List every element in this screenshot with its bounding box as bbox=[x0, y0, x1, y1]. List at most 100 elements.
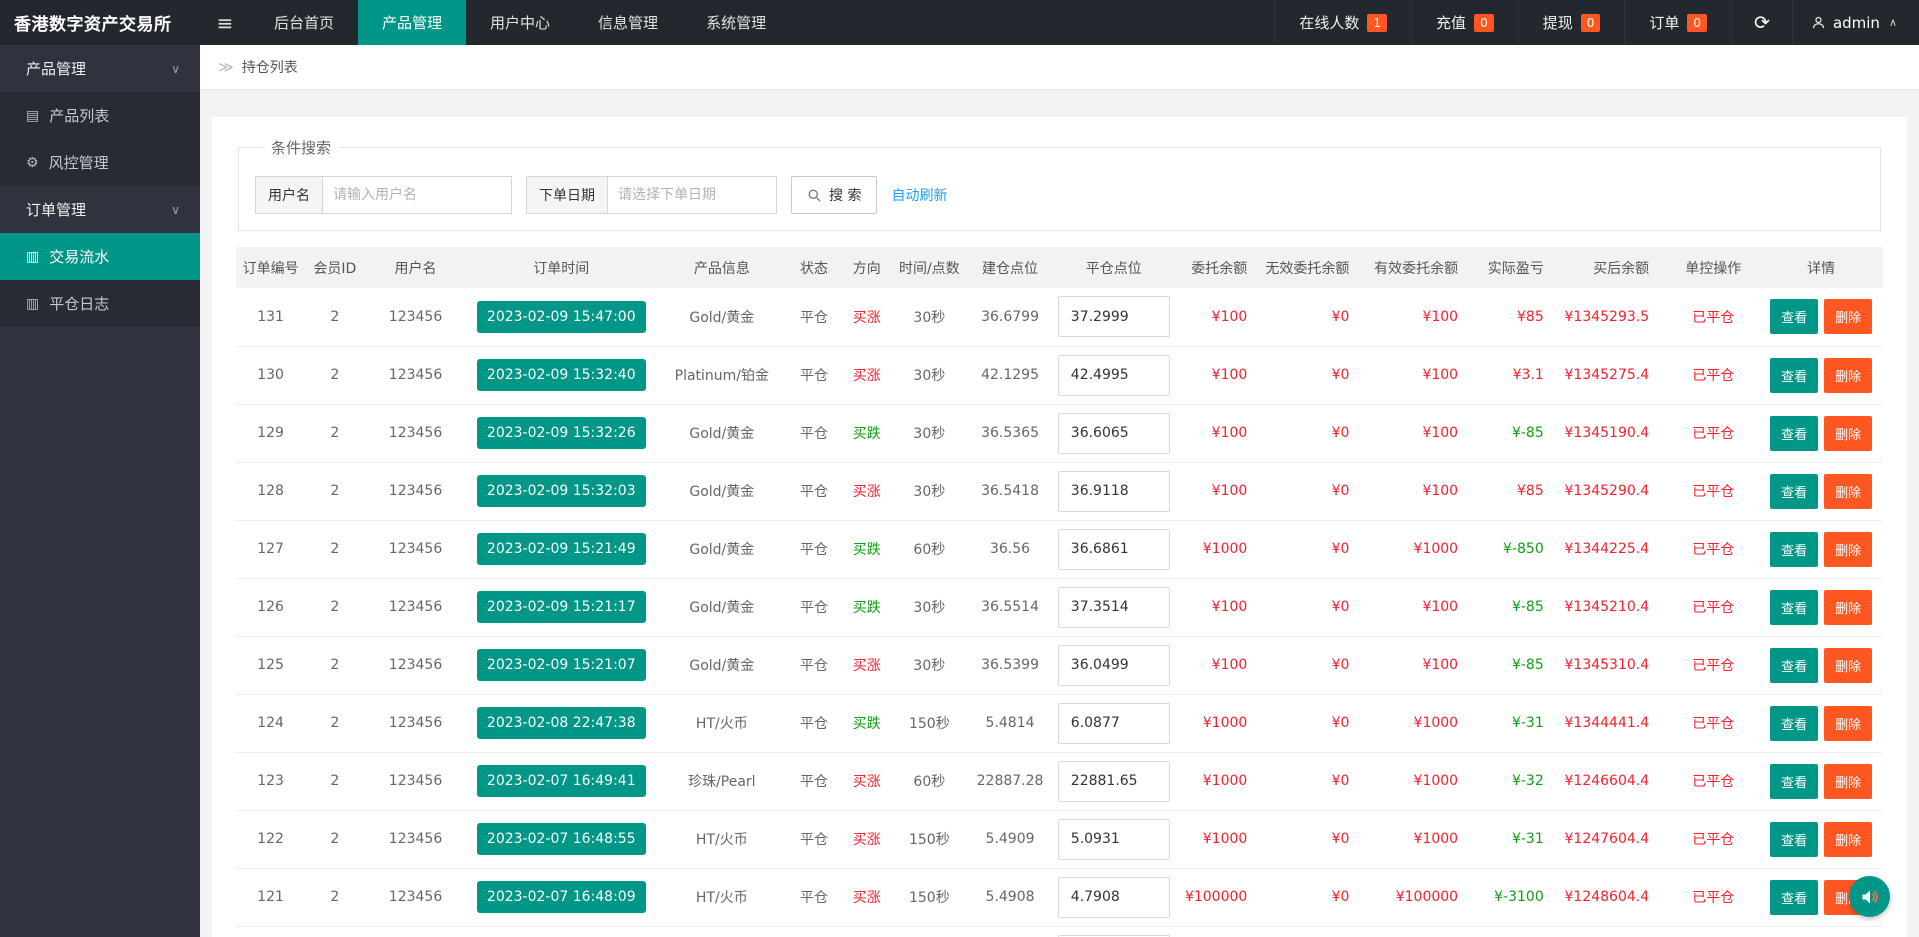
control-cell: 已平仓 bbox=[1667, 520, 1760, 579]
order-id-cell: 130 bbox=[236, 346, 306, 405]
sidebar-item-1-0[interactable]: ▥ 交易流水 bbox=[0, 233, 200, 280]
delete-button[interactable]: 删除 bbox=[1824, 357, 1873, 393]
auto-refresh-link[interactable]: 自动刷新 bbox=[891, 188, 948, 204]
order-id-cell: 123 bbox=[236, 752, 306, 811]
user-menu[interactable]: admin ∧ bbox=[1791, 0, 1919, 45]
close-point-input[interactable] bbox=[1057, 528, 1170, 570]
floating-announce-button[interactable] bbox=[1849, 876, 1890, 917]
duration-cell: 150秒 bbox=[893, 868, 966, 927]
nav-item-3[interactable]: 信息管理 bbox=[598, 14, 659, 32]
nav-item-2[interactable]: 用户中心 bbox=[490, 14, 551, 32]
actions-cell: 查看删除 bbox=[1759, 810, 1883, 869]
order-id-cell: 121 bbox=[236, 868, 306, 927]
close-point-input[interactable] bbox=[1057, 296, 1170, 338]
close-point-input[interactable] bbox=[1057, 702, 1170, 744]
chevron-down-icon: ∨ bbox=[171, 202, 180, 217]
username-cell: 123456 bbox=[364, 346, 467, 405]
username-input[interactable] bbox=[322, 176, 512, 214]
close-point-input[interactable] bbox=[1057, 876, 1170, 918]
table-row: 124 2 123456 2023-02-08 22:47:38 HT/火币 平仓 买跌 15… bbox=[236, 694, 1883, 753]
duration-cell: 150秒 bbox=[893, 694, 966, 753]
close-point-input[interactable] bbox=[1057, 818, 1170, 860]
view-button[interactable]: 查看 bbox=[1770, 705, 1819, 741]
product-cell: Gold/黄金 bbox=[655, 520, 788, 579]
nav-stat-2[interactable]: 提现 0 bbox=[1517, 0, 1625, 45]
nav-stat-3[interactable]: 订单 0 bbox=[1624, 0, 1731, 45]
delete-button[interactable]: 删除 bbox=[1824, 473, 1873, 509]
delete-button[interactable]: 删除 bbox=[1824, 531, 1873, 567]
sidebar-item-label: 交易流水 bbox=[49, 248, 110, 266]
username-cell: 123456 bbox=[364, 520, 467, 579]
order-date-input[interactable] bbox=[607, 176, 777, 214]
invalid-entrust-cell: ¥0 bbox=[1265, 288, 1368, 347]
refresh-icon[interactable]: ⟳ bbox=[1731, 0, 1792, 45]
sidebar-item-0-1[interactable]: ⚙ 风控管理 bbox=[0, 139, 200, 186]
delete-button[interactable]: 删除 bbox=[1824, 415, 1873, 451]
direction-cell: 买跌 bbox=[840, 404, 894, 463]
view-button[interactable]: 查看 bbox=[1770, 763, 1819, 799]
close-point-input[interactable] bbox=[1057, 354, 1170, 396]
invalid-entrust-cell: ¥0 bbox=[1265, 462, 1368, 521]
nav-stat-label: 订单 bbox=[1649, 14, 1680, 32]
username-cell: 123456 bbox=[364, 288, 467, 347]
product-cell: Gold/黄金 bbox=[655, 636, 788, 695]
close-point-input[interactable] bbox=[1057, 760, 1170, 802]
duration-cell: 30秒 bbox=[893, 404, 966, 463]
sidebar-group-1[interactable]: 订单管理 ∨ bbox=[0, 186, 200, 233]
view-button[interactable]: 查看 bbox=[1770, 299, 1819, 335]
nav-item-4[interactable]: 系统管理 bbox=[706, 14, 767, 32]
open-point-cell: 36.5399 bbox=[965, 636, 1055, 695]
breadcrumb: ≫ 持仓列表 bbox=[200, 45, 1919, 90]
close-point-input[interactable] bbox=[1057, 412, 1170, 454]
nav-stat-0[interactable]: 在线人数 1 bbox=[1274, 0, 1411, 45]
col-header-0: 订单编号 bbox=[236, 247, 306, 288]
order-time-cell: 2023-02-09 15:32:26 bbox=[466, 404, 656, 463]
open-point-cell: 42.1295 bbox=[965, 346, 1055, 405]
view-button[interactable]: 查看 bbox=[1770, 473, 1819, 509]
delete-button[interactable]: 删除 bbox=[1824, 647, 1873, 683]
view-button[interactable]: 查看 bbox=[1770, 821, 1819, 857]
product-cell: HT/火币 bbox=[655, 926, 788, 937]
view-button[interactable]: 查看 bbox=[1770, 647, 1819, 683]
hamburger-icon[interactable]: ≡ bbox=[216, 10, 234, 35]
order-time-badge: 2023-02-07 16:49:41 bbox=[476, 765, 646, 797]
member-id-cell: 2 bbox=[305, 578, 365, 637]
valid-entrust-cell: ¥1000 bbox=[1367, 752, 1477, 811]
entrust-cell: ¥1000 bbox=[1173, 752, 1266, 811]
view-button[interactable]: 查看 bbox=[1770, 531, 1819, 567]
delete-button[interactable]: 删除 bbox=[1824, 821, 1873, 857]
col-header-4: 产品信息 bbox=[655, 247, 788, 288]
view-button[interactable]: 查看 bbox=[1770, 589, 1819, 625]
view-button[interactable]: 查看 bbox=[1770, 415, 1819, 451]
close-point-input[interactable] bbox=[1057, 644, 1170, 686]
nav-item-0[interactable]: 后台首页 bbox=[274, 14, 335, 32]
search-button[interactable]: 搜 索 bbox=[791, 176, 878, 214]
col-header-9: 平仓点位 bbox=[1054, 247, 1174, 288]
sidebar-item-1-1[interactable]: ▥ 平仓日志 bbox=[0, 280, 200, 327]
nav-stat-1[interactable]: 充值 0 bbox=[1411, 0, 1518, 45]
actions-cell: 查看删除 bbox=[1759, 288, 1883, 347]
close-point-input[interactable] bbox=[1057, 470, 1170, 512]
delete-button[interactable]: 删除 bbox=[1824, 589, 1873, 625]
col-header-12: 有效委托余额 bbox=[1367, 247, 1477, 288]
nav-item-1[interactable]: 产品管理 bbox=[358, 0, 467, 45]
actions-cell: 查看删除 bbox=[1759, 404, 1883, 463]
delete-button[interactable]: 删除 bbox=[1824, 705, 1873, 741]
profit-cell: ¥-31 bbox=[1476, 694, 1562, 753]
view-button[interactable]: 查看 bbox=[1770, 357, 1819, 393]
username-cell: 123456 bbox=[364, 868, 467, 927]
status-cell: 平仓 bbox=[787, 578, 841, 637]
user-icon bbox=[1811, 15, 1826, 30]
status-cell: 平仓 bbox=[787, 810, 841, 869]
close-point-input[interactable] bbox=[1057, 586, 1170, 628]
close-point-input[interactable] bbox=[1057, 934, 1170, 937]
delete-button[interactable]: 删除 bbox=[1824, 299, 1873, 335]
view-button[interactable]: 查看 bbox=[1770, 879, 1819, 915]
delete-button[interactable]: 删除 bbox=[1824, 763, 1873, 799]
table-row: 130 2 123456 2023-02-09 15:32:40 Platinum/铂金… bbox=[236, 346, 1883, 405]
table-row: 127 2 123456 2023-02-09 15:21:49 Gold/黄金 平仓 买跌… bbox=[236, 520, 1883, 579]
sidebar-item-0-0[interactable]: ▤ 产品列表 bbox=[0, 92, 200, 139]
sidebar-group-0[interactable]: 产品管理 ∨ bbox=[0, 45, 200, 92]
col-header-11: 无效委托余额 bbox=[1265, 247, 1368, 288]
col-header-15: 单控操作 bbox=[1667, 247, 1760, 288]
